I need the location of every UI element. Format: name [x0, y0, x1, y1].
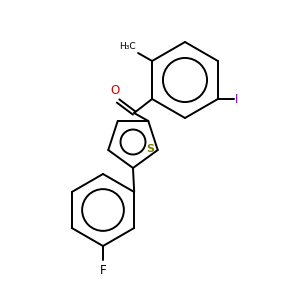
- Text: I: I: [235, 92, 238, 106]
- Text: S: S: [147, 144, 155, 154]
- Text: F: F: [100, 264, 106, 277]
- Text: H₃C: H₃C: [119, 42, 136, 51]
- Text: O: O: [110, 84, 120, 97]
